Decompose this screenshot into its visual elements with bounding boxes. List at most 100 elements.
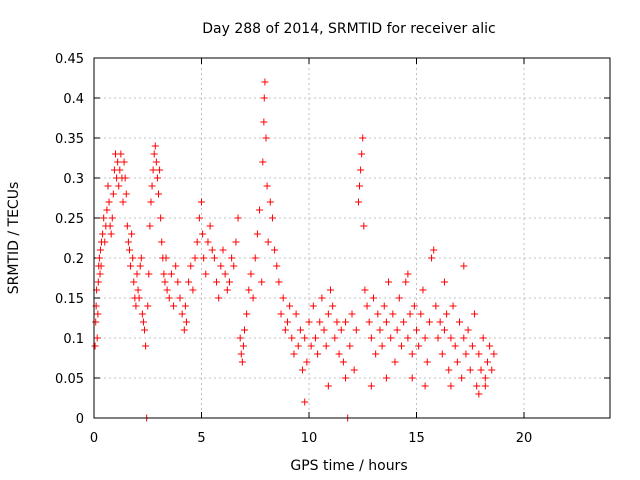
data-point [191, 254, 199, 262]
data-point [273, 262, 281, 270]
data-point [130, 278, 138, 286]
data-point [292, 310, 300, 318]
data-point [106, 222, 114, 230]
data-point [294, 342, 302, 350]
data-point [146, 222, 154, 230]
data-point [382, 374, 390, 382]
data-point [440, 326, 448, 334]
data-point [230, 262, 238, 270]
data-point [391, 358, 399, 366]
data-point [132, 302, 140, 310]
y-tick-label: 0.35 [55, 132, 84, 147]
data-point [245, 286, 253, 294]
data-point [200, 254, 208, 262]
data-point [199, 230, 207, 238]
data-point [318, 294, 326, 302]
data-point [253, 230, 261, 238]
y-tick-label: 0.3 [63, 172, 84, 187]
data-point [354, 198, 362, 206]
y-tick-label: 0.25 [55, 212, 84, 227]
data-point [195, 214, 203, 222]
data-point [150, 150, 158, 158]
x-tick-label: 20 [516, 431, 533, 446]
data-point [307, 342, 315, 350]
data-point [193, 238, 201, 246]
data-point [348, 310, 356, 318]
x-tick-label: 15 [408, 431, 425, 446]
data-point [259, 158, 267, 166]
data-point [124, 238, 132, 246]
data-point [182, 318, 190, 326]
data-point [91, 342, 99, 350]
data-point [413, 326, 420, 334]
data-point [251, 254, 259, 262]
y-tick-label: 0 [76, 412, 84, 427]
data-point [432, 302, 440, 310]
data-point [374, 310, 382, 318]
data-point [142, 342, 150, 350]
data-point [92, 318, 100, 326]
y-tick-label: 0.1 [63, 332, 84, 347]
data-point [165, 294, 173, 302]
data-point [121, 174, 129, 182]
data-point [284, 318, 291, 326]
data-point [367, 382, 375, 390]
data-point [387, 334, 395, 342]
data-point [395, 294, 403, 302]
data-point [153, 174, 161, 182]
data-point [114, 158, 122, 166]
data-point [225, 278, 233, 286]
data-point [96, 270, 104, 278]
data-point [337, 326, 345, 334]
data-point [127, 262, 135, 270]
data-point [223, 286, 231, 294]
data-point [346, 342, 354, 350]
x-tick-label: 5 [197, 431, 205, 446]
data-point [281, 326, 289, 334]
data-point [468, 342, 476, 350]
data-point [219, 246, 227, 254]
data-point [239, 342, 247, 350]
data-point [237, 350, 245, 358]
data-point [99, 230, 107, 238]
data-point [320, 326, 328, 334]
data-point [428, 254, 436, 262]
data-point [100, 214, 108, 222]
chart-title: Day 288 of 2014, SRMTID for receiver ali… [202, 21, 495, 37]
data-point [464, 326, 472, 334]
y-tick-label: 0.15 [55, 292, 84, 307]
data-point [376, 326, 384, 334]
data-point [162, 254, 170, 262]
data-point [440, 278, 448, 286]
data-point [477, 366, 485, 374]
data-point [382, 318, 390, 326]
data-point [279, 294, 287, 302]
data-point [408, 374, 416, 382]
data-point [372, 350, 380, 358]
data-point [389, 310, 397, 318]
data-point [358, 150, 366, 158]
data-point [486, 342, 494, 350]
data-point [361, 286, 369, 294]
data-point [322, 342, 330, 350]
axis-ticks: 0 0.05 0.1 0.15 0.2 0.25 0.3 0.35 0.4 0.45 0 5 10 15 2… [55, 52, 610, 446]
data-point [152, 158, 160, 166]
data-point [466, 366, 474, 374]
data-point [352, 326, 360, 334]
data-point [266, 198, 274, 206]
data-point [301, 334, 309, 342]
data-point [117, 150, 125, 158]
data-point [481, 382, 489, 390]
data-point [419, 286, 427, 294]
data-point [178, 310, 186, 318]
data-point [378, 342, 386, 350]
data-point [96, 246, 104, 254]
data-point [215, 294, 223, 302]
data-point [303, 358, 311, 366]
data-point [149, 166, 157, 174]
data-point [217, 262, 225, 270]
data-point [181, 302, 189, 310]
data-point [438, 350, 446, 358]
grid [94, 58, 610, 418]
data-point [243, 310, 251, 318]
